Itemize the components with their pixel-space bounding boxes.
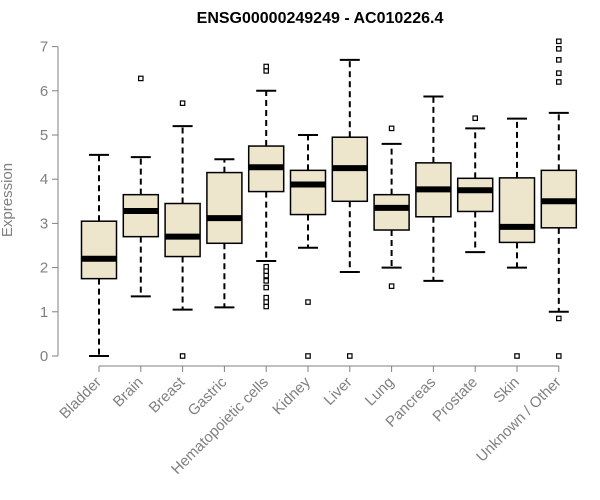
outlier-point [555, 38, 562, 45]
x-tick-label: Liver [321, 374, 356, 409]
outlier-point [305, 299, 311, 305]
outlier-point [555, 46, 562, 52]
box-bladder [80, 153, 118, 357]
iqr-box [164, 202, 201, 258]
outlier-point [263, 68, 270, 74]
x-tick-label: Prostate [429, 374, 481, 426]
y-tick-label: 4 [40, 171, 48, 188]
outlier-point [388, 125, 395, 132]
iqr-box [206, 171, 243, 245]
iqr-box [80, 220, 118, 280]
y-tick-label: 5 [40, 127, 48, 144]
box-hematopoietic-cells [247, 63, 285, 310]
outlier-point [555, 70, 562, 76]
outlier-point [138, 75, 144, 82]
box-breast [164, 100, 201, 359]
x-tick-label: Breast [146, 373, 189, 416]
outlier-point [514, 353, 520, 359]
outlier-point [263, 278, 270, 284]
box-liver [331, 58, 369, 359]
y-axis: 0 1 2 3 4 5 6 7 [40, 39, 59, 365]
iqr-box [122, 193, 160, 238]
x-tick-label: Brain [110, 374, 147, 411]
y-tick-label: 2 [40, 260, 48, 277]
outlier-point [263, 294, 270, 301]
y-axis-title: Expression [0, 163, 16, 237]
chart-title: ENSG00000249249 - AC010226.4 [197, 10, 444, 27]
y-tick-label: 7 [40, 39, 48, 56]
outlier-point [472, 115, 479, 122]
outlier-point [263, 268, 270, 274]
outlier-point [263, 63, 270, 70]
box-skin [498, 117, 536, 359]
x-tick-label: Lung [362, 374, 398, 410]
x-tick-label: Bladder [56, 374, 105, 423]
y-tick-label: 0 [40, 348, 48, 365]
box-prostate [456, 115, 494, 254]
x-tick-label: Skin [490, 374, 523, 407]
outlier-point [555, 57, 562, 63]
outlier-point [388, 283, 395, 289]
outlier-point [263, 263, 270, 270]
box-brain [122, 75, 160, 298]
outlier-point [263, 284, 270, 291]
box-kidney [289, 134, 327, 359]
box-pancreas [415, 95, 452, 282]
iqr-box [373, 193, 410, 231]
iqr-box [498, 177, 536, 244]
outlier-point [347, 353, 353, 359]
iqr-box [289, 169, 327, 216]
outlier-point [263, 303, 270, 310]
box-lung [373, 125, 410, 289]
x-tick-label: Kidney [269, 373, 314, 418]
y-tick-label: 3 [40, 215, 48, 232]
box-unknown-other [540, 38, 578, 359]
outlier-point [555, 79, 562, 85]
outlier-point [179, 100, 186, 106]
boxes-group [80, 38, 578, 359]
box-gastric [206, 158, 243, 309]
outlier-point [555, 315, 562, 322]
outlier-point [555, 353, 562, 359]
y-tick-label: 1 [40, 304, 48, 321]
y-tick-label: 6 [40, 83, 48, 100]
outlier-point [263, 272, 270, 279]
outlier-point [179, 353, 186, 359]
outlier-point [305, 353, 311, 359]
iqr-box [456, 177, 494, 213]
outlier-point [263, 299, 270, 305]
